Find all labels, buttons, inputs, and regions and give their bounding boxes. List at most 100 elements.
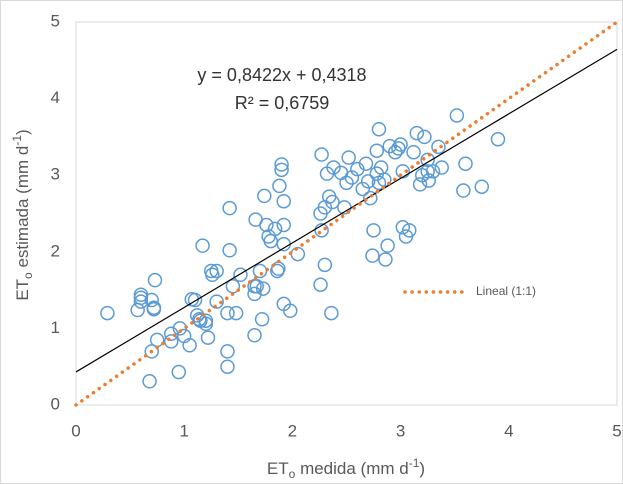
point (474, 179, 489, 194)
point (325, 194, 340, 210)
x-tick-label: 0 (71, 421, 80, 440)
legend-label: Lineal (1:1) (476, 284, 536, 298)
point (406, 144, 421, 160)
point (146, 302, 162, 317)
point (205, 267, 220, 283)
point (395, 164, 411, 179)
x-tick-label: 4 (504, 421, 513, 440)
point (387, 144, 403, 160)
point (366, 223, 381, 238)
point (360, 174, 376, 189)
point (182, 338, 197, 353)
trend-line (75, 48, 618, 373)
y-tick-label: 1 (51, 318, 60, 337)
point (233, 267, 248, 283)
point (363, 190, 378, 206)
point (276, 217, 291, 233)
y-tick-label: 5 (51, 11, 60, 30)
point (326, 160, 341, 175)
point (431, 139, 446, 155)
point (198, 313, 214, 328)
point (341, 150, 356, 165)
point (458, 156, 473, 171)
point (434, 160, 449, 175)
point (344, 170, 360, 185)
y-axis-label: ETo estimada (mm d-1) (10, 129, 35, 300)
point (220, 305, 235, 321)
point (420, 152, 435, 168)
point (425, 164, 441, 179)
point (220, 344, 235, 359)
point (358, 156, 374, 171)
point (100, 305, 115, 321)
point (144, 344, 159, 359)
point (412, 177, 428, 192)
point (409, 125, 425, 141)
point (147, 272, 163, 288)
point (200, 330, 216, 345)
point (371, 121, 387, 137)
point (339, 175, 354, 191)
point (393, 137, 408, 152)
point (276, 193, 291, 209)
point (142, 374, 157, 389)
point (378, 252, 393, 267)
point (314, 223, 329, 238)
point (209, 263, 224, 279)
point (369, 143, 385, 158)
point (228, 305, 244, 321)
x-tick-label: 3 (396, 421, 405, 440)
point (220, 359, 235, 374)
y-tick-label: 2 (51, 241, 60, 260)
point (267, 221, 283, 237)
point (133, 294, 149, 309)
point (144, 292, 159, 308)
point (365, 248, 380, 263)
y-tick-label: 4 (51, 88, 60, 107)
point (380, 238, 395, 253)
point (282, 303, 298, 319)
equation: y = 0,8422x + 0,4318 (197, 65, 366, 85)
point (255, 281, 271, 296)
point (187, 292, 203, 308)
point (222, 243, 237, 258)
point (355, 181, 370, 197)
point (274, 162, 289, 178)
plot-area (75, 21, 618, 406)
y-tick-label: 0 (51, 394, 60, 413)
point (395, 220, 411, 235)
point (417, 129, 432, 145)
r-squared: R² = 0,6759 (235, 93, 330, 113)
point (402, 223, 417, 238)
point (274, 157, 289, 172)
point (324, 305, 339, 321)
point (195, 238, 210, 253)
point (272, 178, 287, 194)
point (257, 188, 272, 204)
point (313, 277, 328, 292)
point (163, 334, 179, 349)
point (209, 294, 224, 309)
x-tick-label: 2 (288, 421, 297, 440)
point (421, 173, 436, 188)
x-tick-label: 1 (179, 421, 188, 440)
point (249, 279, 264, 294)
point (247, 328, 262, 343)
x-tick-label: 5 (612, 421, 621, 440)
point (449, 108, 465, 123)
point (314, 147, 329, 162)
y-tick-label: 3 (51, 165, 60, 184)
reference-line (74, 20, 619, 407)
point (171, 364, 187, 380)
point (490, 131, 506, 147)
point (222, 200, 237, 216)
point (259, 217, 274, 233)
point (420, 164, 435, 179)
x-axis-label: ETo medida (mm d-1) (267, 456, 425, 481)
point (317, 257, 333, 273)
point (254, 311, 270, 327)
point (456, 183, 471, 198)
